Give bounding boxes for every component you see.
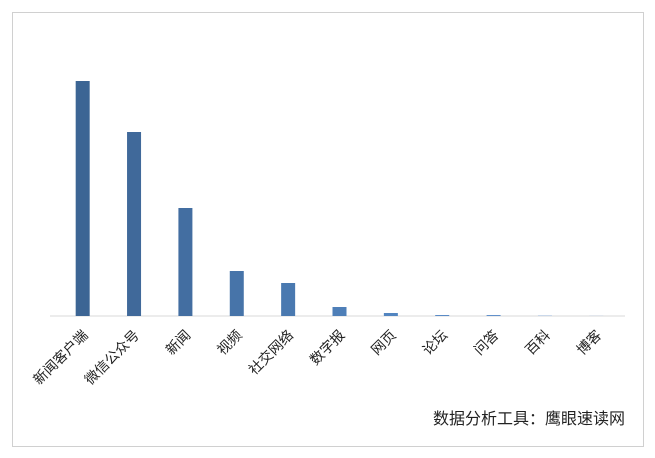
footer: 数据分析工具：鹰眼速读网 (433, 409, 625, 428)
bar (333, 307, 347, 316)
bar (281, 283, 295, 316)
bar (435, 315, 449, 316)
bar (178, 208, 192, 316)
bar (76, 81, 90, 316)
bar (230, 271, 244, 316)
chart-frame (13, 13, 644, 447)
bar (487, 315, 501, 316)
bar (127, 132, 141, 316)
bar (384, 313, 398, 316)
